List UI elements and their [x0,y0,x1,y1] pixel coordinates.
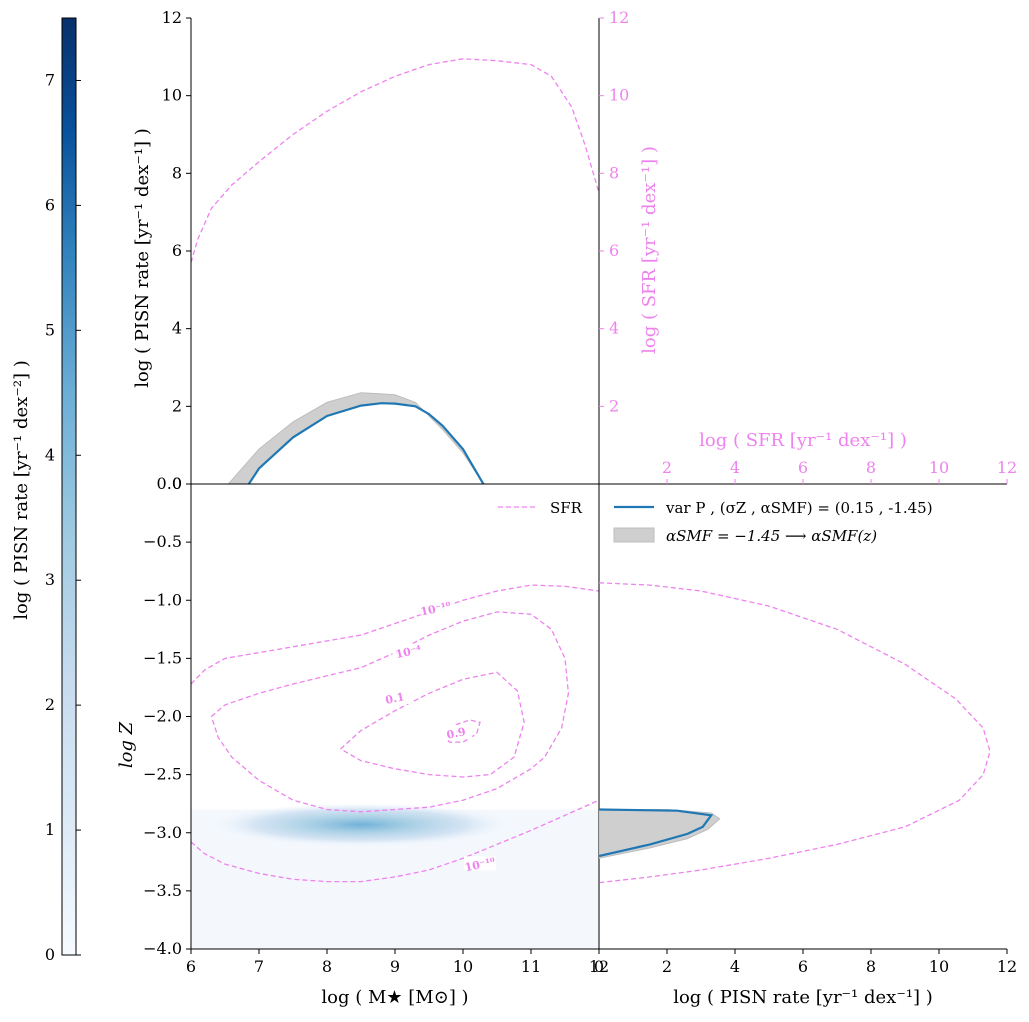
right-xtick-top-label: 6 [798,458,808,477]
right-var-p-line [599,808,714,858]
contour-label-bg [419,600,452,615]
right-xlabel-top: log ( SFR [yr⁻¹ dex⁻¹] ) [699,430,907,451]
sfr-contour [210,611,570,813]
top-ylabel: log ( PISN rate [yr⁻¹ dex⁻¹] ) [132,128,153,388]
contour-label-bg [392,643,425,658]
main-ytick-label: 0.0 [157,474,182,493]
right-xtick-top-label: 4 [730,458,740,477]
main-xtick-label: 10 [453,957,473,976]
main-ytick-label: −2.0 [143,707,182,726]
colorbar-tick-label: 2 [45,695,55,714]
right-xtick-label: 0 [594,957,604,976]
colorbar-tick-label: 6 [45,195,55,214]
legend-band-swatch [613,527,655,543]
right-xtick-label: 10 [929,957,949,976]
right-sfr-line [599,582,991,884]
right-xtick-top-label: 8 [866,458,876,477]
colorbar-tick-label: 1 [45,820,55,839]
legend-sfr: SFR [498,499,583,517]
top-ytick-right-label: 6 [609,241,619,260]
right-xtick-label: 8 [866,957,876,976]
legend-band-label: αSMF = −1.45 ⟶ αSMF(z) [666,527,877,545]
top-ytick-label: 2 [172,396,182,415]
right-xtick-top-label: 10 [929,458,949,477]
top-ytick-right-label: 4 [609,319,619,338]
right-xtick-label: 12 [997,957,1017,976]
colorbar-label: log ( PISN rate [yr⁻¹ dex⁻²] ) [11,360,32,620]
right-xtick-label: 2 [662,957,672,976]
main-xtick-label: 9 [390,957,400,976]
legend-right: var P , (σZ , αSMF) = (0.15 , -1.45) αSM… [613,499,933,545]
main-ytick-label: −2.5 [143,765,182,784]
top-sfr-line [191,58,599,263]
contour-label-bg [379,690,411,705]
main-xtick-label: 7 [254,957,264,976]
main-xtick-label: 8 [322,957,332,976]
main-xlabel: log ( M★ [M⊙] ) [321,987,468,1008]
colorbar-tick-label: 0 [45,945,55,964]
main-ytick-label: −1.5 [143,648,182,667]
top-ytick-right-label: 8 [609,163,619,182]
contour-label: 10⁻¹⁰ [464,855,497,874]
colorbar-tick-label: 3 [45,570,55,589]
colorbar-gradient [61,17,77,956]
top-ytick-label: 6 [172,241,182,260]
top-ytick-right-label: 12 [609,8,629,27]
top-panel: 0 2 4 6 8 10 12 2 4 6 8 10 12 log ( PISN rate [yr⁻¹… [132,8,660,493]
right-xtick-label: 6 [798,957,808,976]
sfr-contour [191,799,599,883]
top-ytick-right-label: 10 [609,86,629,105]
right-panel: 0 2 4 6 8 10 12 2 4 6 8 10 12 log ( PISN rate [yr⁻¹… [594,430,1017,1008]
top-ytick-right-label: 2 [609,396,619,415]
colorbar-tick-label: 4 [45,445,55,464]
main-ytick-label: −1.0 [143,590,182,609]
top-ytick-label: 8 [172,163,182,182]
contour-label: 10⁻¹⁰ [419,599,452,618]
top-ytick-label: 12 [162,8,182,27]
sfr-contour [442,719,481,743]
right-xtick-label: 4 [730,957,740,976]
legend-var-p-label: var P , (σZ , αSMF) = (0.15 , -1.45) [665,499,933,517]
main-panel: 6 7 8 9 10 11 12 −4.0 −3.5 −3.0 −2.5 −2.0 −1.5 −1.0 −… [116,474,609,1008]
main-ytick-label: −4.0 [143,939,182,958]
colorbar-tick-label: 7 [45,70,55,89]
top-ytick-label: 4 [172,319,182,338]
main-xtick-label: 11 [521,957,541,976]
colorbar-tick-label: 5 [45,320,55,339]
main-ytick-label: −3.5 [143,881,182,900]
top-ylabel-right: log ( SFR [yr⁻¹ dex⁻¹] ) [639,146,660,354]
sfr-contour [191,584,599,685]
main-xtick-label: 6 [186,957,196,976]
right-xtick-top-label: 2 [662,458,672,477]
legend-sfr-label: SFR [550,499,583,517]
contour-label: 0.1 [384,690,405,707]
contour-label-bg [440,724,473,739]
heatmap-peak [211,802,511,847]
colorbar: 0 1 2 3 4 5 6 7 log ( PISN rate [yr⁻¹ dex⁻²] ) [11,17,81,964]
top-ytick-label: 10 [162,86,182,105]
main-ytick-label: −0.5 [143,532,182,551]
right-xtick-top-label: 12 [997,458,1017,477]
contour-label: 0.9 [445,725,466,742]
main-xtick-label: 12 [589,957,609,976]
contour-label-bg [464,856,496,871]
top-var-p-line [247,402,485,484]
sfr-contour [340,671,525,778]
contour-label: 10⁻⁴ [394,643,422,661]
right-xlabel: log ( PISN rate [yr⁻¹ dex⁻¹] ) [673,987,933,1008]
top-ytick-label: 0 [172,474,182,493]
main-ylabel: log Z [116,721,137,768]
main-ytick-label: −3.0 [143,823,182,842]
